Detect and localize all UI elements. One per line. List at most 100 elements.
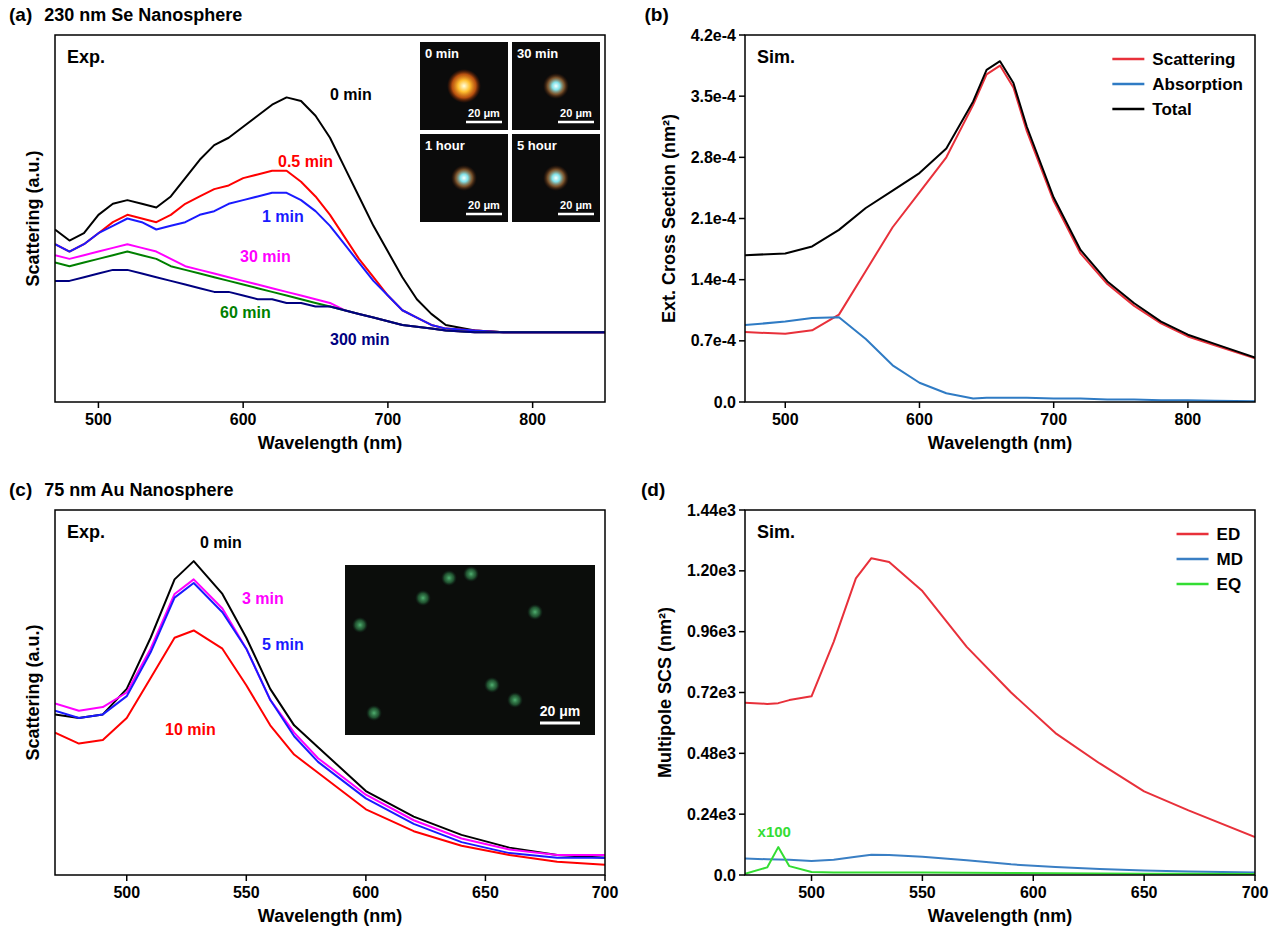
y-axis-title: Ext. Cross Section (nm²) bbox=[659, 114, 679, 323]
annotation: x100 bbox=[758, 823, 791, 840]
x-tick-label: 550 bbox=[909, 884, 936, 901]
scale-bar-label: 20 μm bbox=[560, 199, 592, 211]
curve-label: 30 min bbox=[240, 248, 291, 265]
curve-label: 0 min bbox=[330, 86, 372, 103]
x-axis-title: Wavelength (nm) bbox=[258, 433, 402, 453]
curve bbox=[55, 244, 605, 332]
panel-letter: (a) bbox=[9, 4, 32, 25]
subtitle: Sim. bbox=[757, 47, 795, 67]
x-tick-label: 500 bbox=[113, 884, 140, 901]
scale-bar-label: 20 μm bbox=[540, 703, 580, 719]
curve bbox=[745, 558, 1255, 837]
y-tick-label: 0.24e3 bbox=[687, 806, 736, 823]
inset-particle bbox=[441, 570, 457, 586]
curve bbox=[745, 66, 1255, 359]
y-tick bbox=[739, 753, 745, 755]
x-tick bbox=[242, 402, 244, 408]
legend-swatch bbox=[1177, 533, 1209, 536]
curve bbox=[55, 97, 605, 332]
x-tick bbox=[98, 402, 100, 408]
curve-label: 0 min bbox=[200, 534, 242, 551]
x-tick bbox=[1143, 875, 1145, 881]
legend-swatch bbox=[1112, 83, 1144, 86]
x-tick bbox=[919, 402, 921, 408]
y-tick-label: 3.5e-4 bbox=[691, 88, 736, 105]
inset-label: 5 hour bbox=[517, 138, 557, 153]
panel-letter: (b) bbox=[645, 4, 669, 25]
y-tick bbox=[739, 279, 745, 281]
panel: 0 min20 μm30 min20 μm1 hour20 μm5 hour20… bbox=[9, 4, 605, 453]
y-tick-label: 4.2e-4 bbox=[691, 27, 736, 44]
y-tick-label: 0.48e3 bbox=[687, 745, 736, 762]
y-tick-label: 1.4e-4 bbox=[691, 271, 736, 288]
x-tick bbox=[485, 875, 487, 881]
y-tick bbox=[739, 157, 745, 159]
y-tick bbox=[739, 874, 745, 876]
y-tick-label: 0.72e3 bbox=[687, 684, 736, 701]
curve-label: 60 min bbox=[220, 304, 271, 321]
inset-particle bbox=[543, 165, 569, 191]
inset-particle bbox=[543, 73, 569, 99]
inset-image bbox=[420, 134, 508, 222]
x-tick-label: 600 bbox=[353, 884, 380, 901]
plot-area bbox=[55, 97, 605, 332]
plot-frame bbox=[55, 510, 605, 875]
x-tick-label: 700 bbox=[1040, 411, 1067, 428]
y-tick bbox=[739, 34, 745, 36]
curve-label: 5 min bbox=[262, 636, 304, 653]
legend-swatch bbox=[1112, 108, 1144, 111]
x-tick-label: 600 bbox=[906, 411, 933, 428]
x-tick-label: 600 bbox=[1020, 884, 1047, 901]
x-tick bbox=[785, 402, 787, 408]
panel: 5006007008000.00.7e-41.4e-42.1e-42.8e-43… bbox=[645, 4, 1255, 453]
inset-particle bbox=[366, 705, 382, 721]
scale-bar bbox=[540, 722, 580, 725]
plot-frame bbox=[745, 510, 1255, 875]
plot-area bbox=[745, 558, 1255, 874]
x-tick-label: 650 bbox=[1131, 884, 1158, 901]
y-tick-label: 0.7e-4 bbox=[691, 332, 736, 349]
legend-label: ED bbox=[1217, 525, 1241, 544]
x-tick bbox=[532, 402, 534, 408]
y-tick-label: 0.96e3 bbox=[687, 623, 736, 640]
curve-label: 3 min bbox=[242, 590, 284, 607]
x-tick bbox=[811, 875, 813, 881]
y-tick-label: 2.8e-4 bbox=[691, 149, 736, 166]
panel-letter: (d) bbox=[641, 479, 665, 500]
curve-label: 1 min bbox=[262, 208, 304, 225]
plot-frame bbox=[55, 35, 605, 402]
y-tick-label: 0.0 bbox=[714, 394, 736, 411]
y-tick bbox=[739, 692, 745, 694]
figure: 0 min20 μm30 min20 μm1 hour20 μm5 hour20… bbox=[0, 0, 1279, 948]
curve bbox=[55, 561, 605, 858]
y-axis-title: Multipole SCS (nm²) bbox=[655, 607, 675, 778]
inset-particle bbox=[447, 69, 481, 103]
x-tick bbox=[1187, 402, 1189, 408]
y-axis-title: Scattering (a.u.) bbox=[23, 150, 43, 286]
y-tick-label: 2.1e-4 bbox=[691, 210, 736, 227]
panel: 5005506006507000.00.24e30.48e30.72e30.96… bbox=[641, 479, 1268, 926]
x-tick bbox=[387, 402, 389, 408]
scale-bar bbox=[558, 121, 594, 124]
curve-label: 300 min bbox=[330, 331, 390, 348]
inset-label: 0 min bbox=[425, 46, 459, 61]
plot-area bbox=[55, 561, 605, 865]
inset-particle bbox=[463, 566, 479, 582]
y-axis-title: Scattering (a.u.) bbox=[23, 624, 43, 760]
scale-bar-label: 20 μm bbox=[560, 107, 592, 119]
y-tick bbox=[739, 631, 745, 633]
curve-label: 10 min bbox=[165, 721, 216, 738]
x-tick-label: 800 bbox=[1175, 411, 1202, 428]
y-tick bbox=[739, 218, 745, 220]
panel-letter: (c) bbox=[9, 479, 32, 500]
inset-image bbox=[420, 42, 508, 130]
inset-particle bbox=[415, 590, 431, 606]
curve bbox=[55, 252, 605, 333]
scale-bar-label: 20 μm bbox=[468, 199, 500, 211]
legend-label: EQ bbox=[1217, 575, 1242, 594]
y-tick bbox=[739, 570, 745, 572]
legend-swatch bbox=[1177, 583, 1209, 586]
y-tick-label: 1.44e3 bbox=[687, 502, 736, 519]
legend-swatch bbox=[1177, 558, 1209, 561]
panel-title: 75 nm Au Nanosphere bbox=[44, 480, 233, 500]
